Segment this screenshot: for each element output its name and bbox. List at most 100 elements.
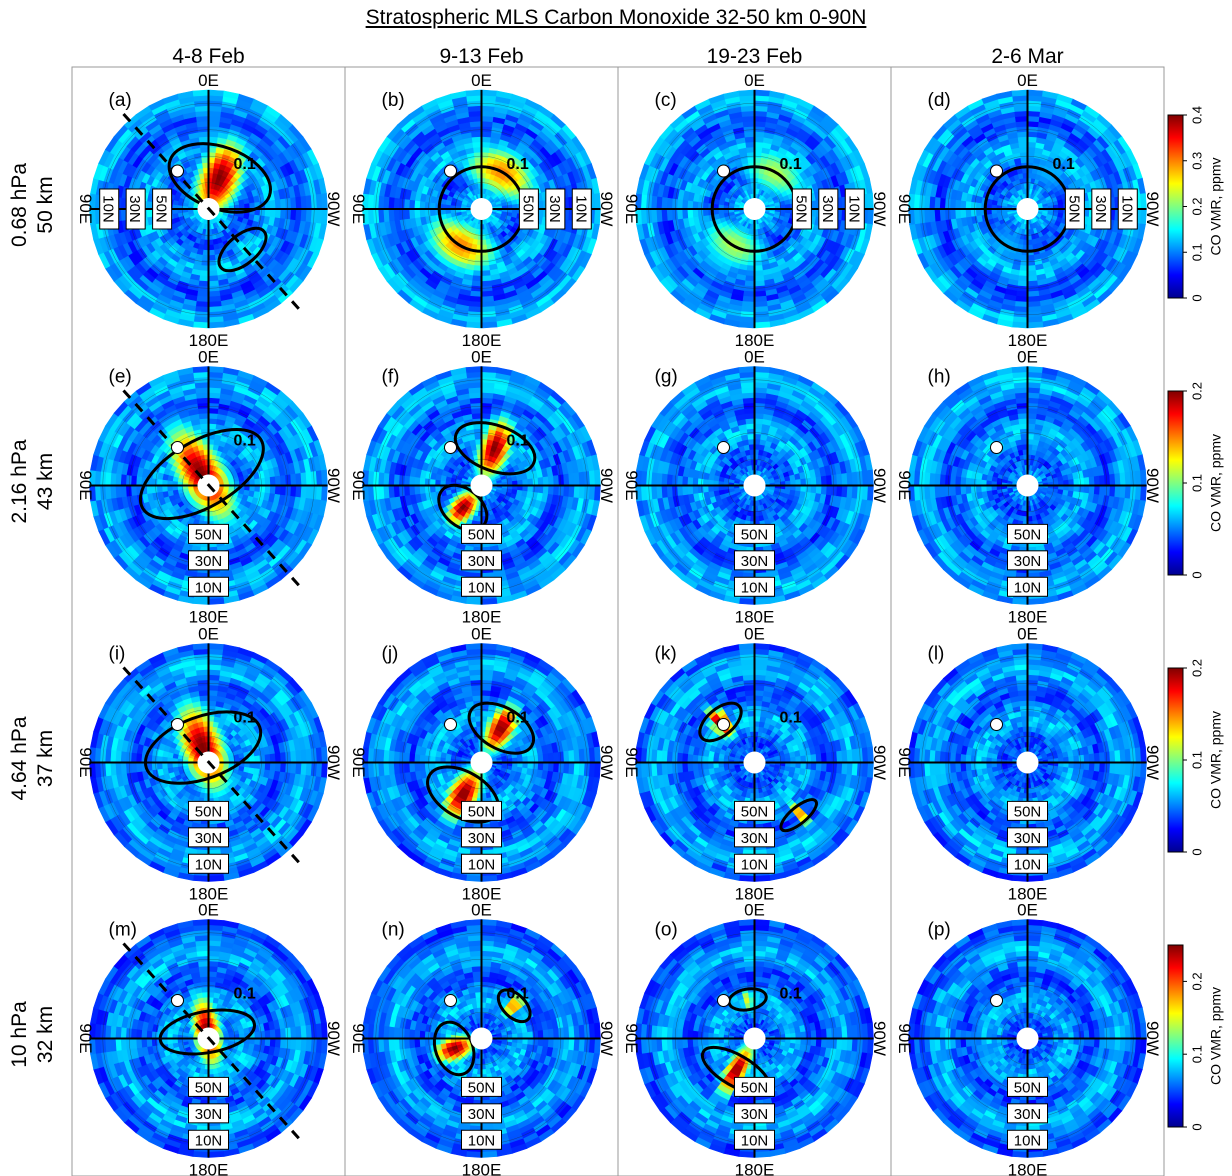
- co-cell: [193, 322, 209, 328]
- co-cell: [265, 209, 271, 217]
- co-cell: [419, 201, 425, 209]
- co-cell: [414, 200, 420, 209]
- co-cell: [209, 90, 225, 96]
- co-cell: [409, 209, 415, 219]
- lat-ring-label: 50N: [519, 189, 538, 229]
- co-cell: [473, 147, 481, 153]
- lat-ring-label-text: 50N: [519, 195, 536, 223]
- co-cell: [466, 322, 482, 328]
- co-cell: [474, 260, 481, 266]
- co-cell: [201, 152, 208, 158]
- contour-value-label: 0.1: [234, 156, 256, 173]
- lat-ring-label-text: 10N: [100, 195, 117, 223]
- column-header: 19-23 Feb: [707, 45, 803, 68]
- column-header: 2-6 Mar: [991, 45, 1063, 68]
- co-cell: [482, 157, 489, 163]
- co-cell: [482, 271, 491, 277]
- co-cell: [275, 200, 281, 210]
- co-cell: [482, 152, 489, 158]
- co-cell: [473, 266, 481, 272]
- co-cell: [270, 200, 276, 209]
- row-pressure-label: 2.16 hPa: [8, 439, 31, 523]
- co-cell: [482, 142, 491, 148]
- co-cell: [200, 147, 208, 153]
- column-header: 9-13 Feb: [439, 45, 523, 68]
- co-cell: [202, 157, 209, 163]
- co-cell: [209, 255, 216, 261]
- co-cell: [209, 266, 217, 272]
- lon-label-right: 90W: [597, 192, 616, 227]
- co-cell: [199, 137, 209, 143]
- row-altitude-label: 37 km: [34, 730, 57, 787]
- row-label: 2.16 hPa 43 km: [8, 439, 57, 523]
- co-cell: [201, 260, 208, 266]
- co-cell: [209, 260, 216, 266]
- panel-label: (a): [109, 90, 132, 111]
- polar-panel: 0E180E90E 90W50N30N10N(a)0.1: [76, 71, 343, 350]
- co-cell: [482, 322, 498, 328]
- co-cell: [466, 90, 482, 96]
- lat-ring-label-text: 30N: [546, 195, 563, 223]
- co-cell: [472, 276, 482, 282]
- co-cell: [482, 255, 489, 261]
- lat-ring-label: 10N: [572, 189, 591, 229]
- contour-value-label: 0.1: [507, 156, 529, 173]
- co-cell: [430, 202, 436, 209]
- lat-ring-label-text: 30N: [126, 195, 143, 223]
- co-cell: [425, 209, 431, 216]
- co-cell: [209, 271, 218, 277]
- co-cell: [474, 152, 481, 158]
- row-pressure-label: 4.64 hPa: [8, 716, 31, 800]
- co-cell: [209, 137, 219, 143]
- column-header: 4-8 Feb: [172, 45, 244, 68]
- station-marker: [445, 165, 457, 177]
- co-cell: [209, 157, 216, 163]
- co-cell: [430, 209, 436, 216]
- co-cell: [482, 90, 498, 96]
- co-cell: [200, 266, 208, 272]
- co-cell: [193, 90, 209, 96]
- lon-label-top: 0E: [198, 71, 219, 90]
- co-cell: [200, 271, 209, 277]
- lat-ring-label-text: 10N: [572, 195, 589, 223]
- lon-label-left: 90E: [76, 194, 95, 224]
- row-altitude-label: 50 km: [34, 176, 57, 233]
- lat-ring-label: 50N: [153, 189, 172, 229]
- co-cell: [473, 142, 482, 148]
- lat-ring-label-text: 50N: [153, 195, 170, 223]
- lat-ring-label: 30N: [546, 189, 565, 229]
- row-altitude-label: 32 km: [34, 1006, 57, 1063]
- co-cell: [409, 200, 415, 210]
- co-cell: [260, 209, 266, 216]
- row-pressure-label: 10 hPa: [8, 1001, 31, 1068]
- co-cell: [425, 202, 431, 209]
- lon-label-top: 0E: [471, 71, 492, 90]
- co-cell: [270, 209, 276, 218]
- co-cell: [414, 209, 420, 218]
- lon-label-right: 90W: [324, 192, 343, 227]
- row-label: 4.64 hPa 37 km: [8, 716, 57, 800]
- co-cell: [146, 201, 152, 209]
- lat-ring-label: 30N: [126, 189, 145, 229]
- co-cell: [475, 255, 482, 261]
- row-pressure-label: 0.68 hPa: [8, 163, 31, 247]
- co-cell: [482, 276, 492, 282]
- row-label: 10 hPa 32 km: [8, 1001, 57, 1068]
- lat-ring-label: 10N: [100, 189, 119, 229]
- co-cell: [209, 152, 216, 158]
- co-cell: [209, 147, 217, 153]
- co-cell: [473, 271, 482, 277]
- co-cell: [419, 209, 425, 217]
- co-cell: [209, 276, 219, 282]
- co-cell: [482, 147, 490, 153]
- station-marker: [172, 165, 184, 177]
- co-cell: [275, 209, 281, 219]
- co-cell: [199, 276, 209, 282]
- lon-label-left: 90E: [349, 194, 368, 224]
- co-cell: [482, 260, 489, 266]
- co-cell: [209, 322, 225, 328]
- polar-panel: 0E180E90E 90W50N 30N 10N(b)0.1: [349, 71, 616, 350]
- panel-label: (b): [382, 90, 405, 111]
